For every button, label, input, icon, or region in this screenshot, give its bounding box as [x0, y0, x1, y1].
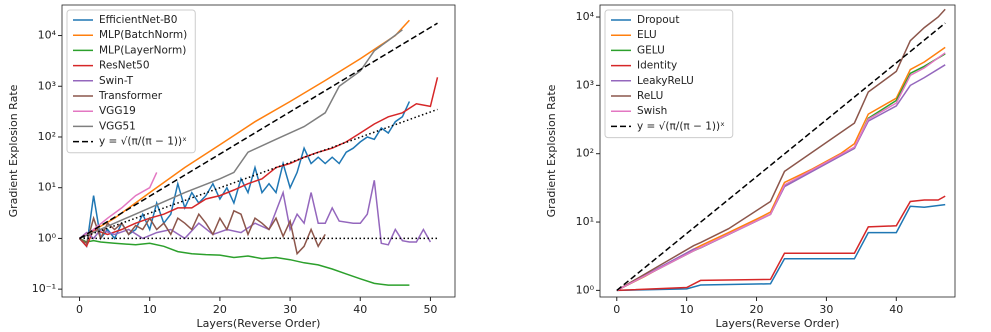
- x-tick-label: 40: [353, 303, 367, 316]
- x-tick-label: 20: [750, 303, 764, 316]
- legend-label: MLP(BatchNorm): [99, 29, 187, 41]
- y-axis-label: Gradient Explosion Rate: [7, 84, 20, 217]
- legend-label: ReLU: [637, 90, 663, 102]
- x-axis-label: Layers(Reverse Order): [197, 317, 321, 330]
- y-tick-label: 10²: [38, 130, 56, 143]
- legend-label: y = √(π/(π − 1))ˣ: [637, 120, 725, 132]
- series-line: [79, 22, 438, 240]
- legend-label: ELU: [637, 29, 657, 41]
- axes-frame: [599, 4, 956, 298]
- legend-label: VGG19: [99, 105, 136, 117]
- legend: EfficientNet-B0 MLP(BatchNorm) MLP(LayerNo…: [66, 9, 196, 154]
- legend-label: EfficientNet-B0: [99, 14, 177, 26]
- series-line: [616, 195, 946, 292]
- y-tick-label: 10⁴: [38, 29, 57, 42]
- legend-box: [66, 9, 196, 154]
- legend-label: MLP(LayerNorm): [99, 44, 186, 56]
- y-tick-label: 10⁴: [576, 10, 595, 23]
- legend: Dropout ELU GELU Identity LeakyReLU ReLU Swish…: [604, 9, 734, 139]
- series-line: [79, 19, 410, 240]
- x-tick-label: 30: [283, 303, 297, 316]
- y-tick-label: 10⁰: [38, 231, 57, 244]
- plot: 0 10 20 30 40 50 10⁻¹ 10⁰ 10¹ 10² 10³ 10⁴ Layers(Rev…: [7, 4, 456, 330]
- axes-frame: [61, 4, 456, 298]
- series-line: [79, 108, 438, 240]
- series-group: [78, 19, 439, 286]
- plot: 0 10 20 30 40 10⁰ 10¹ 10² 10³ 10⁴ Layers(Reverse O…: [545, 4, 956, 330]
- x-tick-label: 20: [213, 303, 227, 316]
- series-line: [616, 203, 946, 292]
- series-line: [79, 172, 158, 240]
- legend-label: Transformer: [98, 90, 163, 102]
- legend-label: Swin-T: [99, 75, 134, 87]
- y-tick-label: 10⁰: [576, 283, 595, 296]
- series-line: [616, 52, 946, 292]
- legend-label: LeakyReLU: [637, 75, 694, 87]
- x-tick-label: 0: [613, 303, 620, 316]
- x-tick-label: 40: [889, 303, 903, 316]
- series-line: [79, 237, 410, 286]
- x-tick-label: 50: [423, 303, 437, 316]
- legend-label: Swish: [637, 105, 667, 117]
- legend-label: Dropout: [637, 14, 679, 26]
- legend-label: ResNet50: [99, 60, 150, 72]
- series-line: [616, 22, 946, 291]
- x-tick-label: 30: [819, 303, 833, 316]
- y-axis-label: Gradient Explosion Rate: [545, 84, 558, 217]
- series-line: [616, 8, 946, 292]
- legend-label: Identity: [637, 60, 677, 72]
- y-tick-label: 10⁻¹: [32, 282, 56, 295]
- y-tick-label: 10¹: [576, 215, 594, 228]
- y-tick-label: 10²: [576, 147, 594, 160]
- legend-label: VGG51: [99, 120, 136, 132]
- legend-label: GELU: [637, 44, 665, 56]
- series-line: [79, 209, 326, 256]
- legend-label: y = √(π/(π − 1))ˣ: [99, 136, 187, 148]
- x-tick-label: 0: [76, 303, 83, 316]
- x-axis-label: Layers(Reverse Order): [716, 317, 840, 330]
- x-tick-label: 10: [680, 303, 694, 316]
- series-line: [79, 180, 432, 246]
- y-tick-label: 10³: [576, 78, 594, 91]
- y-tick-label: 10³: [38, 79, 56, 92]
- x-tick-label: 10: [143, 303, 157, 316]
- y-tick-label: 10¹: [38, 181, 56, 194]
- series-line: [78, 77, 439, 248]
- series-line: [79, 29, 403, 240]
- series-group: [616, 8, 946, 292]
- legend-box: [604, 9, 734, 139]
